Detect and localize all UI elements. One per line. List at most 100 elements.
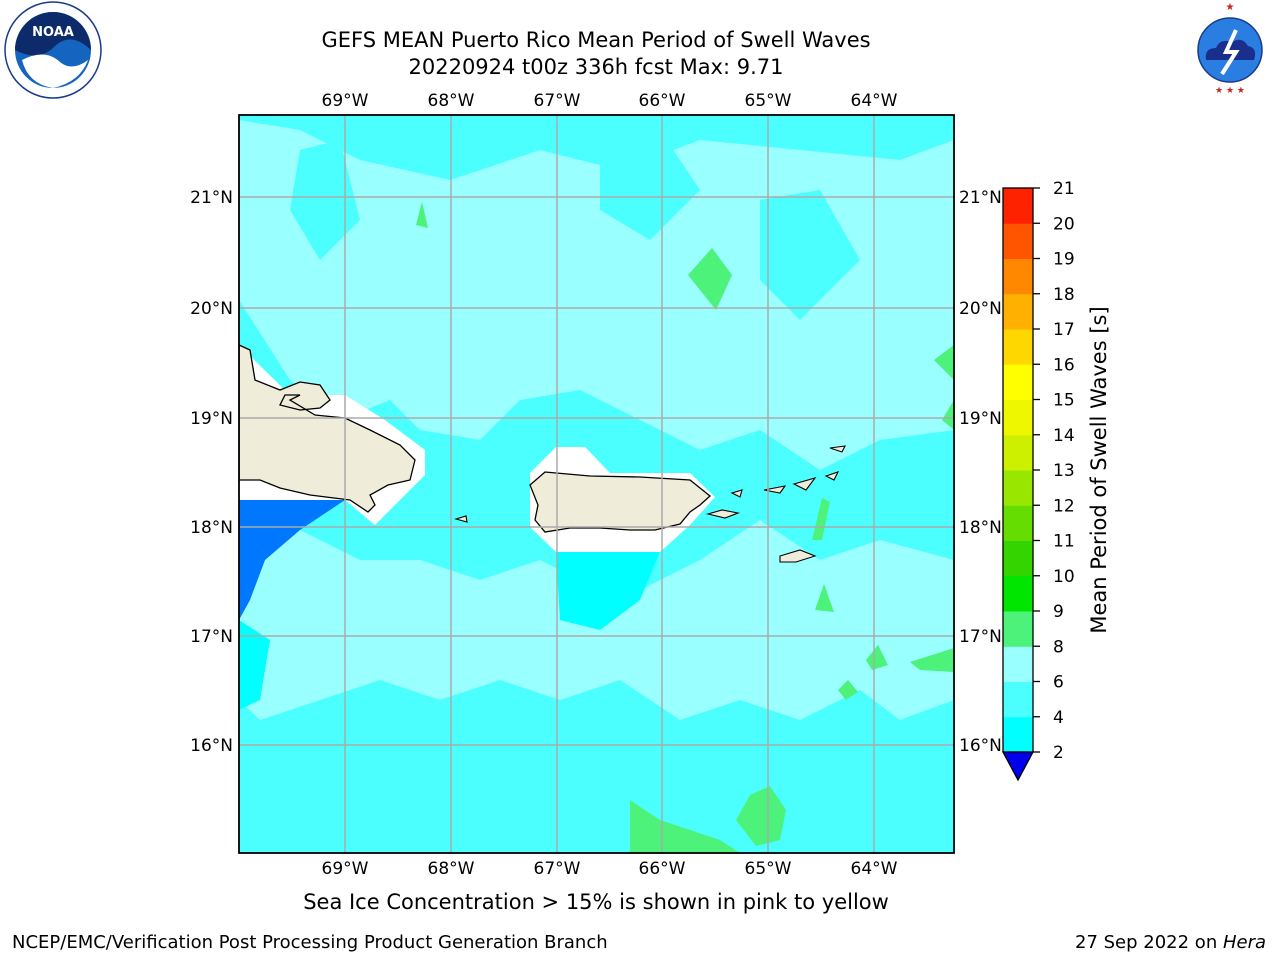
longitude-labels-bottom: 69°W 68°W 67°W 66°W 65°W 64°W [322, 859, 898, 879]
swell-band-6-8 [290, 140, 360, 260]
national-weather-service-logo-icon: ★ ★ ★ ★ [1184, 2, 1276, 96]
colorbar-tick-label: 13 [1053, 461, 1075, 481]
st-croix-island [779, 549, 817, 563]
colorbar-tick-label: 16 [1053, 355, 1075, 375]
noaa-logo-text: NOAA [32, 25, 74, 40]
map-frame [238, 114, 955, 854]
swell-band-4-6 [556, 552, 660, 630]
colorbar-tick-label: 19 [1053, 250, 1075, 270]
latitude-labels-left: 21°N 20°N 19°N 18°N 17°N 16°N [190, 188, 233, 756]
lon-label: 65°W [745, 91, 792, 111]
colorbar-tick-label: 2 [1053, 743, 1064, 763]
chart-title-line1: GEFS MEAN Puerto Rico Mean Period of Swe… [321, 28, 871, 52]
colorbar-segment [1003, 716, 1033, 753]
swell-band-6-8 [600, 130, 700, 240]
map-field [239, 115, 954, 853]
colorbar-segment [1003, 329, 1033, 365]
lon-label: 66°W [639, 859, 686, 879]
sea-ice-caption: Sea Ice Concentration > 15% is shown in … [303, 890, 889, 914]
lon-label: 64°W [851, 91, 898, 111]
colorbar-tick-label: 9 [1053, 602, 1064, 622]
colorbar-label: Mean Period of Swell Waves [s] [1087, 306, 1111, 633]
colorbar-segments [1003, 188, 1033, 753]
colorbar-segment [1003, 399, 1033, 436]
lon-label: 67°W [534, 859, 581, 879]
noaa-logo: NOAA [0, 0, 106, 100]
svg-text:★ ★ ★: ★ ★ ★ [1215, 86, 1245, 96]
map-gridlines [239, 115, 954, 853]
lat-label: 21°N [190, 188, 233, 208]
lon-label: 66°W [639, 91, 686, 111]
colorbar-segment [1003, 188, 1033, 224]
swell-band-9-10 [934, 345, 954, 380]
lat-label: 17°N [959, 627, 1002, 647]
colorbar-segment [1003, 293, 1033, 330]
lat-label: 20°N [959, 299, 1002, 319]
colorbar-segment [1003, 646, 1033, 682]
swell-band-6-8 [239, 740, 360, 853]
colorbar-under-arrow [1001, 751, 1035, 782]
lat-label: 16°N [190, 736, 233, 756]
footer-date-text: 27 Sep 2022 on [1075, 932, 1223, 953]
culebra-island [730, 489, 743, 498]
lon-label: 68°W [428, 91, 475, 111]
colorbar-segment [1003, 470, 1033, 506]
footer-credit: NCEP/EMC/Verification Post Processing Pr… [12, 932, 608, 953]
colorbar-tick-label: 12 [1053, 496, 1075, 516]
colorbar-tick-label: 11 [1053, 532, 1075, 552]
colorbar-tick-label: 4 [1053, 708, 1064, 728]
swell-band-9-10 [736, 786, 786, 846]
virgin-island [792, 477, 817, 491]
lon-label: 69°W [322, 859, 369, 879]
vieques-island [705, 509, 741, 519]
lat-label: 20°N [190, 299, 233, 319]
swell-band-9-10 [942, 400, 954, 430]
lon-label: 64°W [851, 859, 898, 879]
lat-label: 19°N [190, 409, 233, 429]
anegada-island [829, 445, 846, 453]
lon-label: 69°W [322, 91, 369, 111]
swell-band-6-8 [400, 720, 600, 830]
colorbar-tick-label: 14 [1053, 426, 1075, 446]
colorbar-ticks: 2 4 6 8 9 10 11 12 13 14 15 16 17 18 19 20 21 [1033, 179, 1075, 763]
virgin-island [824, 471, 840, 481]
swell-band-9-10 [688, 248, 732, 310]
swell-band-2-4 [239, 500, 345, 620]
colorbar-tick-label: 21 [1053, 179, 1075, 199]
colorbar-segment [1003, 258, 1033, 295]
colorbar-tick-label: 20 [1053, 214, 1075, 234]
colorbar-tick-label: 6 [1053, 673, 1064, 693]
lat-label: 18°N [959, 518, 1002, 538]
footer-date: 27 Sep 2022 on Hera [1075, 932, 1266, 953]
colorbar-segment [1003, 611, 1033, 647]
lon-label: 65°W [745, 859, 792, 879]
colorbar-segment [1003, 505, 1033, 541]
swell-band-6-8 [760, 190, 860, 320]
lat-label: 19°N [959, 409, 1002, 429]
lat-label: 18°N [190, 518, 233, 538]
swell-band-4-6 [239, 620, 270, 710]
chart-title-line2: 20220924 t00z 336h fcst Max: 9.71 [408, 55, 784, 79]
latitude-labels-right: 21°N 20°N 19°N 18°N 17°N 16°N [959, 188, 1002, 756]
svg-text:★: ★ [1226, 2, 1235, 13]
mona-island [454, 515, 468, 523]
swell-band-9-10 [815, 584, 834, 612]
lon-label: 68°W [428, 859, 475, 879]
swell-band-9-10 [630, 800, 740, 853]
colorbar-segment [1003, 223, 1033, 259]
noaa-logo-icon: NOAA [4, 1, 102, 99]
colorbar-tick-label: 17 [1053, 320, 1075, 340]
colorbar-tick-label: 10 [1053, 567, 1075, 587]
colorbar-tick-label: 18 [1053, 285, 1075, 305]
colorbar-segment [1003, 434, 1033, 471]
nws-logo: ★ ★ ★ ★ [1176, 0, 1280, 100]
swell-band-9-10 [910, 648, 954, 672]
swell-band-9-10 [838, 680, 858, 700]
longitude-labels-top: 69°W 68°W 67°W 66°W 65°W 64°W [322, 91, 898, 111]
lat-label: 21°N [959, 188, 1002, 208]
colorbar-tick-label: 15 [1053, 391, 1075, 411]
colorbar: 2 4 6 8 9 10 11 12 13 14 15 16 17 18 19 20 21 Mean Perio… [1001, 179, 1111, 782]
lat-label: 17°N [190, 627, 233, 647]
colorbar-segment [1003, 364, 1033, 400]
